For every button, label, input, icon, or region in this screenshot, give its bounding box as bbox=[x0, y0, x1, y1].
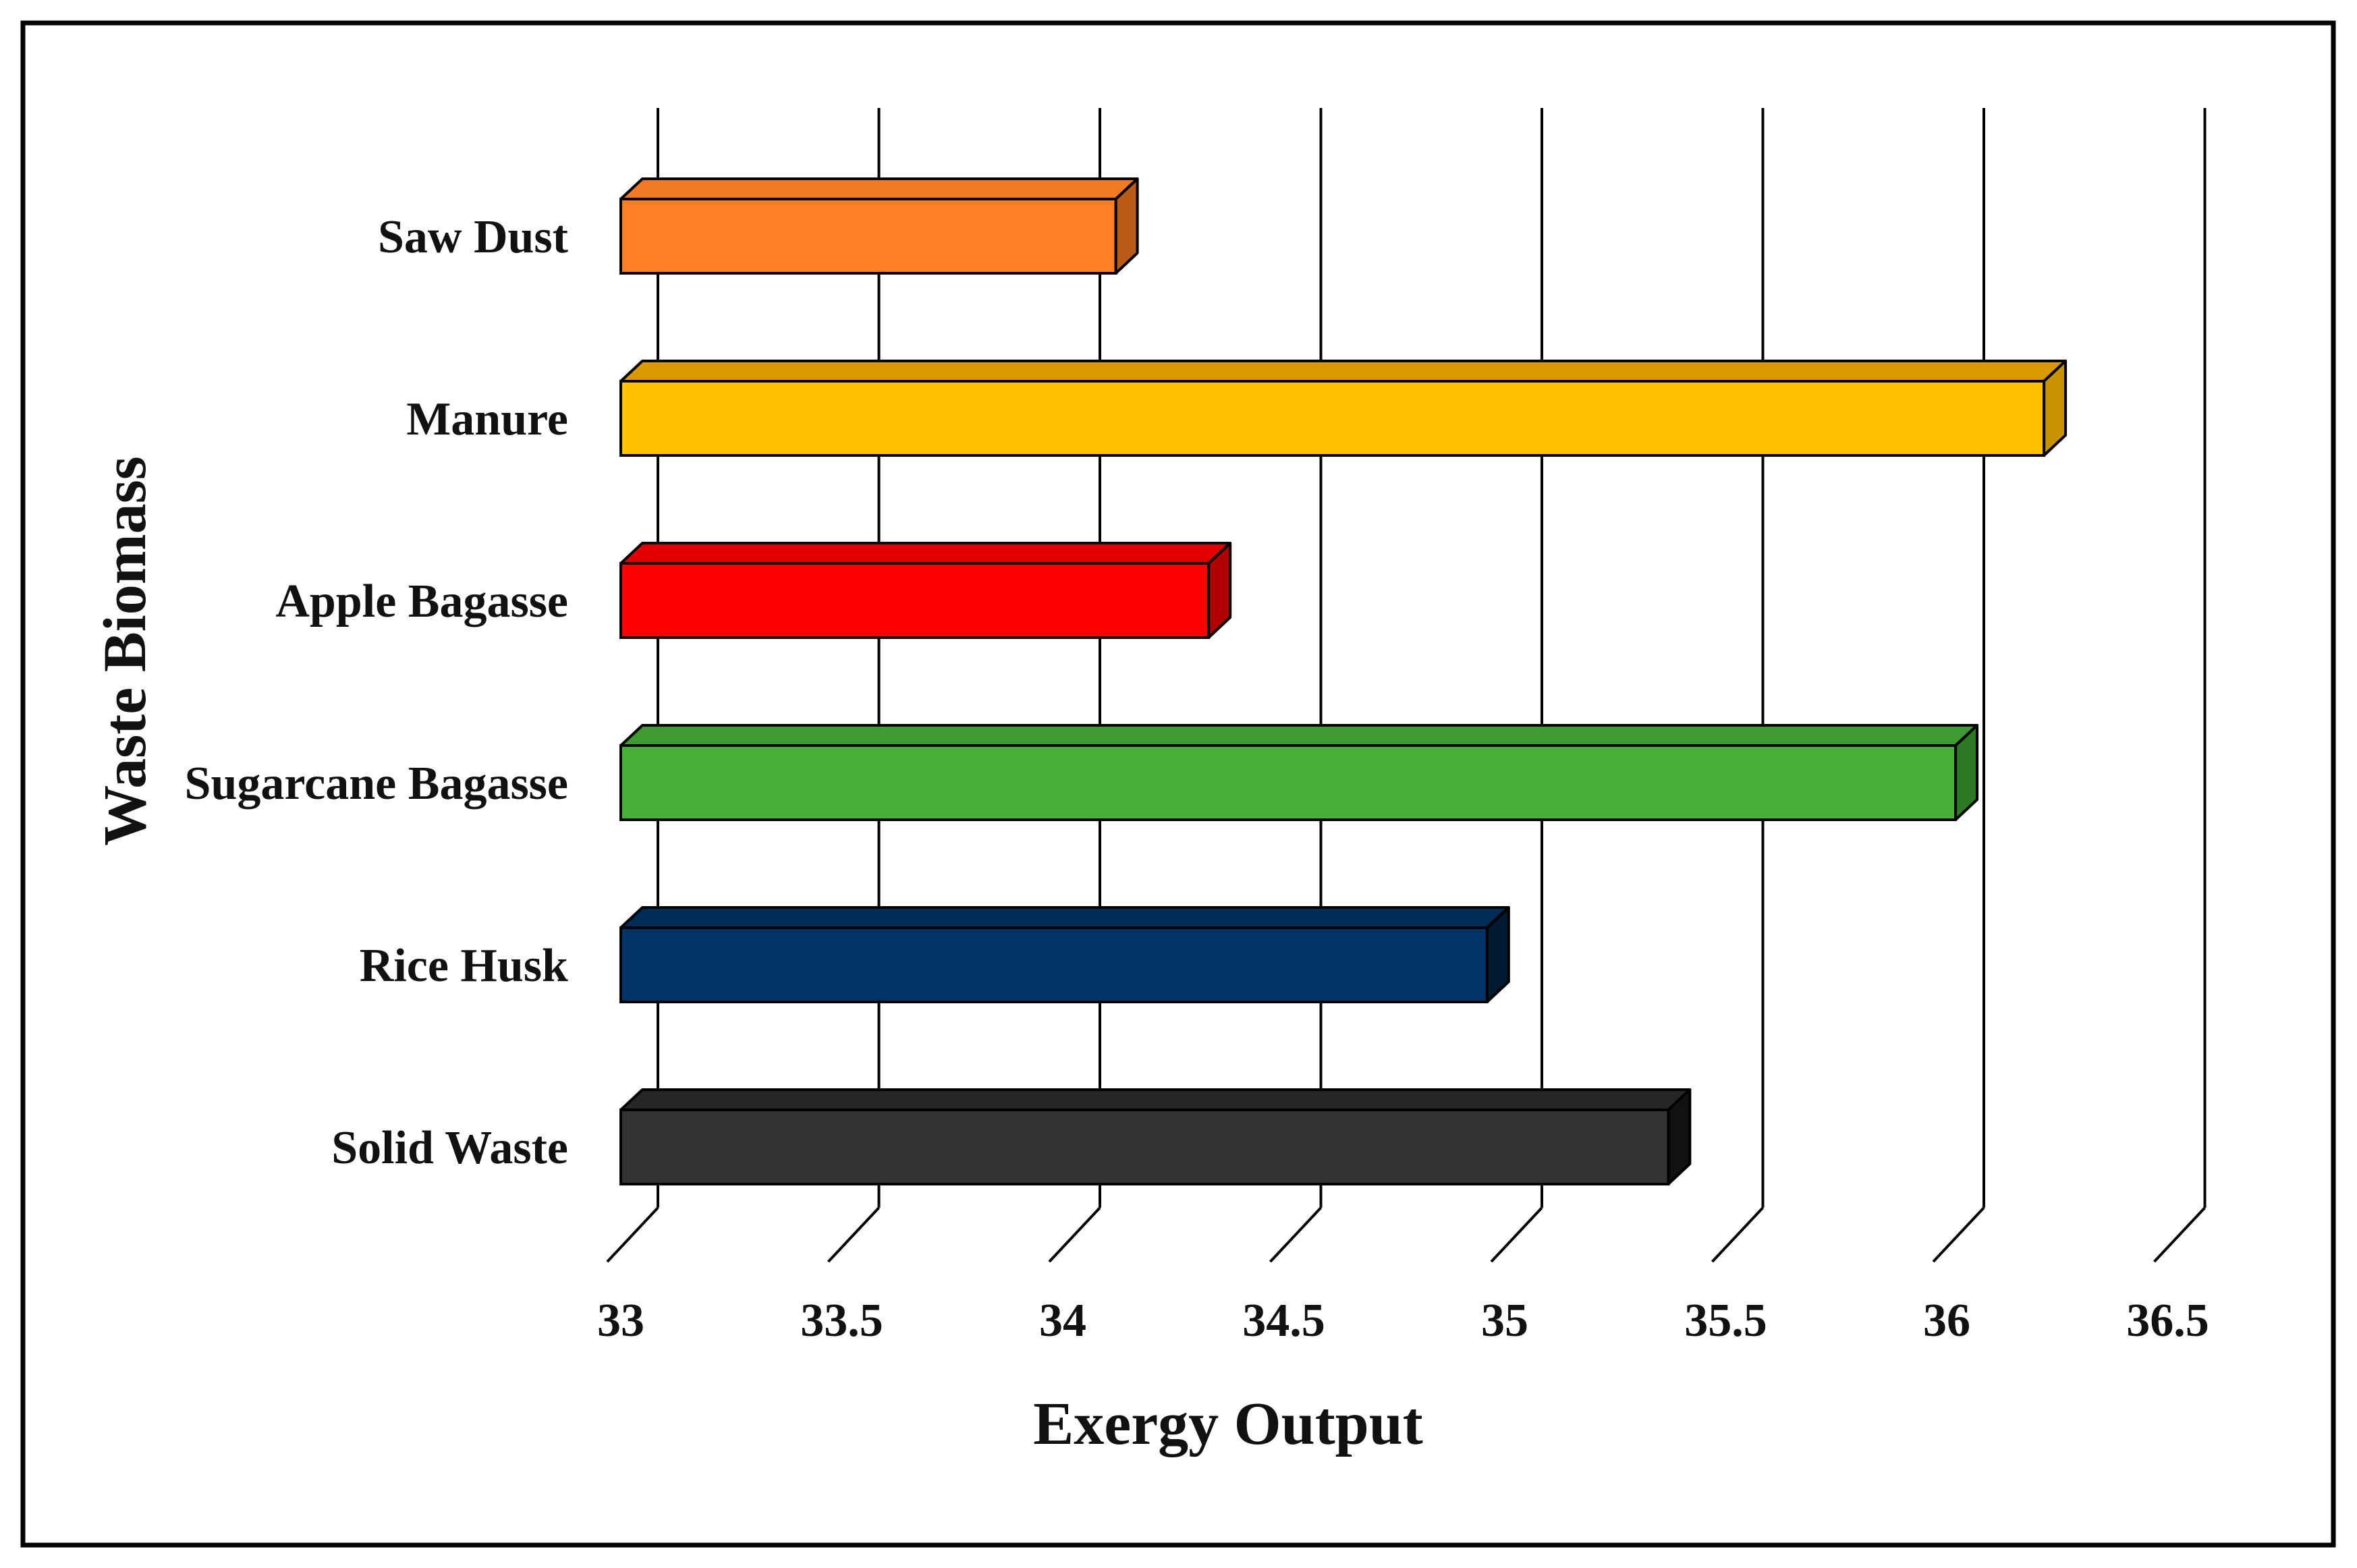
bar-front-face bbox=[619, 926, 1489, 1003]
bar-front-face bbox=[619, 562, 1211, 639]
bar-front-face bbox=[619, 744, 1958, 821]
x-axis-title: Exergy Output bbox=[1033, 1391, 1423, 1457]
category-label: Apple Bagasse bbox=[275, 576, 568, 627]
category-labels: Saw Dust Manure Apple Bagasse Sugarcane Bag… bbox=[185, 211, 569, 1174]
floor-gridline-36-5 bbox=[2153, 1206, 2206, 1263]
floor-gridline-33 bbox=[606, 1206, 659, 1263]
category-label: Solid Waste bbox=[331, 1122, 568, 1174]
floor-gridline-35 bbox=[1490, 1206, 1543, 1263]
bar-top-face bbox=[619, 360, 2068, 383]
x-tick-labels: 33 33.5 34 34.5 35 35.5 36 36.5 bbox=[597, 1295, 2209, 1347]
bar-rice-husk bbox=[619, 906, 1510, 1003]
bar-front-face bbox=[619, 1109, 1670, 1185]
bar-sugarcane-bagasse bbox=[619, 724, 1979, 821]
x-tick-label: 34 bbox=[1039, 1295, 1086, 1347]
bar-apple-bagasse bbox=[619, 542, 1232, 639]
x-tick-label: 36 bbox=[1923, 1295, 1970, 1347]
bar-front-face bbox=[619, 198, 1117, 275]
category-label: Manure bbox=[406, 393, 568, 445]
bars bbox=[619, 177, 2068, 1185]
gridlines bbox=[606, 108, 2207, 1263]
floor-gridline-36 bbox=[1932, 1206, 1985, 1263]
bar-solid-waste bbox=[619, 1088, 1692, 1185]
bar-top-face bbox=[619, 724, 1979, 747]
bar-manure bbox=[619, 360, 2068, 457]
x-tick-label: 35.5 bbox=[1684, 1295, 1767, 1347]
category-label: Rice Husk bbox=[360, 940, 568, 992]
bar-top-face bbox=[619, 542, 1232, 565]
bar-top-face bbox=[619, 177, 1139, 200]
x-tick-label: 34.5 bbox=[1242, 1295, 1325, 1347]
x-tick-label: 36.5 bbox=[2126, 1295, 2209, 1347]
bar-top-face bbox=[619, 1088, 1692, 1111]
x-tick-label: 35 bbox=[1481, 1295, 1528, 1347]
floor-gridline-34 bbox=[1048, 1206, 1101, 1263]
floor-gridline-35-5 bbox=[1711, 1206, 1764, 1263]
bar-front-face bbox=[619, 380, 2046, 457]
category-label: Saw Dust bbox=[378, 211, 568, 263]
x-tick-label: 33 bbox=[597, 1295, 644, 1347]
category-label: Sugarcane Bagasse bbox=[185, 758, 568, 810]
bar-saw-dust bbox=[619, 177, 1139, 275]
x-tick-label: 33.5 bbox=[800, 1295, 883, 1347]
floor-gridline-33-5 bbox=[827, 1206, 880, 1263]
y-axis-title: Waste Biomass bbox=[92, 456, 159, 846]
floor-gridline-34-5 bbox=[1269, 1206, 1322, 1263]
bar-top-face bbox=[619, 906, 1510, 929]
